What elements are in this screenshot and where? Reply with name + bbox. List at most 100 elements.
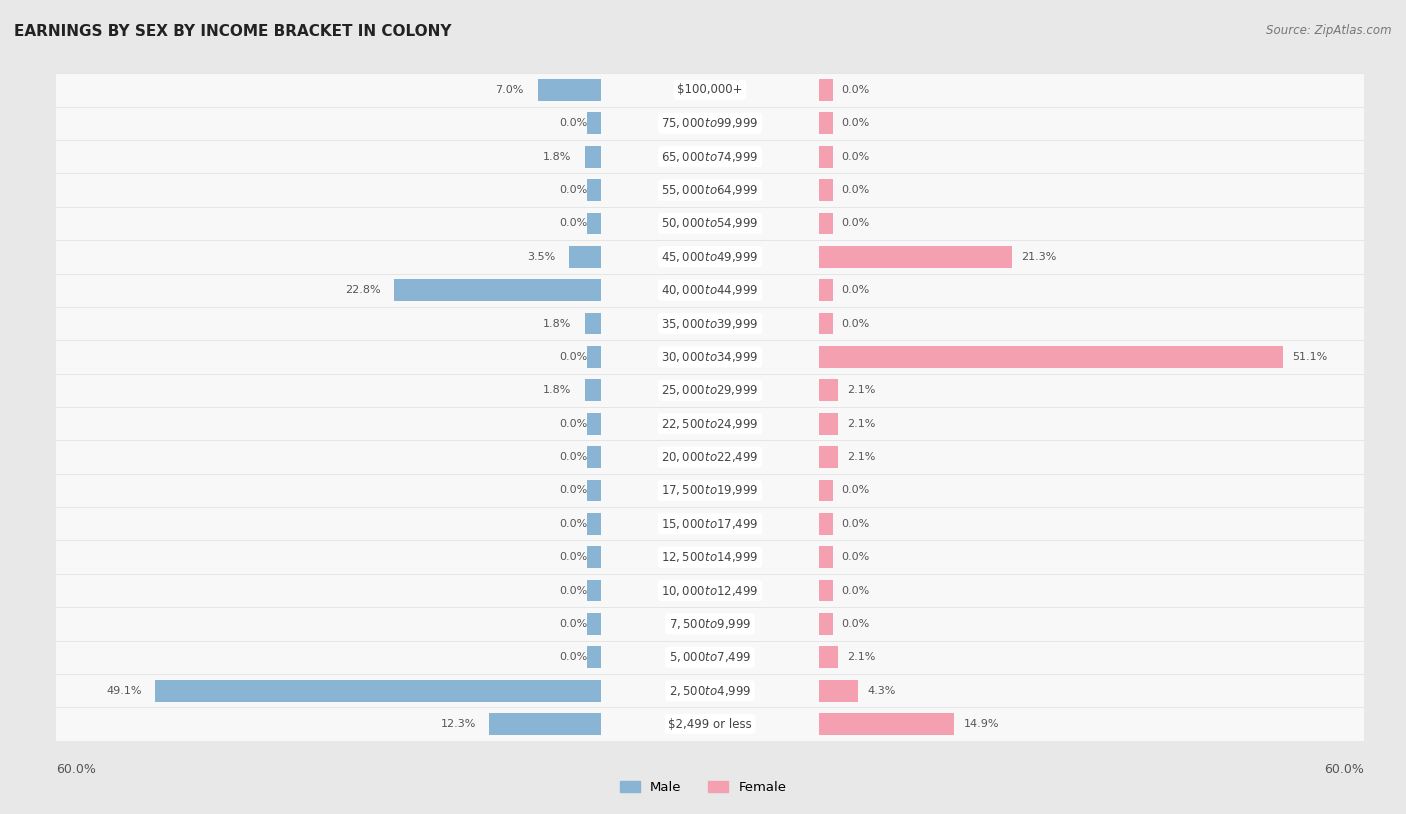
Text: 0.0%: 0.0% [560, 552, 588, 562]
Text: EARNINGS BY SEX BY INCOME BRACKET IN COLONY: EARNINGS BY SEX BY INCOME BRACKET IN COL… [14, 24, 451, 39]
Bar [0, 641, 1406, 674]
Bar [818, 146, 832, 168]
Bar [569, 246, 602, 268]
Bar [0, 274, 1406, 307]
Text: $30,000 to $34,999: $30,000 to $34,999 [661, 350, 759, 364]
Text: 1.8%: 1.8% [543, 385, 571, 396]
Bar [0, 107, 1406, 140]
Bar [0, 474, 1406, 507]
Text: 49.1%: 49.1% [105, 685, 142, 696]
Bar [0, 474, 1406, 507]
Bar [818, 513, 832, 535]
Bar [0, 140, 1406, 173]
Text: 21.3%: 21.3% [1022, 252, 1057, 262]
Bar [585, 146, 602, 168]
Text: $65,000 to $74,999: $65,000 to $74,999 [661, 150, 759, 164]
Text: 2.1%: 2.1% [848, 418, 876, 429]
Text: 3.5%: 3.5% [527, 252, 555, 262]
Text: $40,000 to $44,999: $40,000 to $44,999 [661, 283, 759, 297]
Bar [0, 140, 1406, 173]
Bar [0, 307, 1406, 340]
Bar [818, 379, 838, 401]
Bar [0, 274, 1406, 307]
Bar [588, 613, 602, 635]
Bar [0, 240, 1406, 274]
Bar [0, 407, 1406, 440]
Text: 2.1%: 2.1% [848, 652, 876, 663]
Text: $15,000 to $17,499: $15,000 to $17,499 [661, 517, 759, 531]
Bar [0, 440, 1406, 474]
Text: 0.0%: 0.0% [842, 585, 870, 596]
Text: 60.0%: 60.0% [1324, 763, 1364, 776]
Bar [0, 674, 1406, 707]
Bar [0, 274, 1406, 307]
Text: 0.0%: 0.0% [842, 619, 870, 629]
Bar [818, 713, 955, 735]
Text: 2.1%: 2.1% [848, 385, 876, 396]
Bar [0, 607, 1406, 641]
Bar [0, 374, 1406, 407]
Bar [818, 680, 858, 702]
Bar [818, 279, 832, 301]
Text: 7.0%: 7.0% [495, 85, 524, 95]
Bar [0, 407, 1406, 440]
Bar [155, 680, 602, 702]
Bar [588, 112, 602, 134]
Bar [588, 546, 602, 568]
Bar [588, 646, 602, 668]
Text: 0.0%: 0.0% [560, 218, 588, 229]
Bar [588, 179, 602, 201]
Text: $12,500 to $14,999: $12,500 to $14,999 [661, 550, 759, 564]
Text: $55,000 to $64,999: $55,000 to $64,999 [661, 183, 759, 197]
Bar [0, 340, 1406, 374]
Text: 0.0%: 0.0% [842, 185, 870, 195]
Text: 0.0%: 0.0% [560, 519, 588, 529]
Legend: Male, Female: Male, Female [614, 775, 792, 799]
Bar [0, 641, 1406, 674]
Bar [588, 479, 602, 501]
Bar [0, 540, 1406, 574]
Text: $2,500 to $4,999: $2,500 to $4,999 [669, 684, 751, 698]
Text: $20,000 to $22,499: $20,000 to $22,499 [661, 450, 759, 464]
Bar [0, 707, 1406, 741]
Bar [0, 574, 1406, 607]
Text: 4.3%: 4.3% [868, 685, 896, 696]
Bar [818, 346, 1284, 368]
Bar [0, 407, 1406, 440]
Bar [818, 79, 832, 101]
Text: $7,500 to $9,999: $7,500 to $9,999 [669, 617, 751, 631]
Text: 0.0%: 0.0% [842, 552, 870, 562]
Bar [394, 279, 602, 301]
Text: 0.0%: 0.0% [842, 118, 870, 129]
Bar [0, 173, 1406, 207]
Bar [588, 446, 602, 468]
Bar [585, 313, 602, 335]
Text: $25,000 to $29,999: $25,000 to $29,999 [661, 383, 759, 397]
Text: 0.0%: 0.0% [842, 318, 870, 329]
Text: 12.3%: 12.3% [440, 719, 475, 729]
Bar [0, 340, 1406, 374]
Text: 0.0%: 0.0% [842, 519, 870, 529]
Bar [0, 207, 1406, 240]
Bar [0, 307, 1406, 340]
Text: $100,000+: $100,000+ [678, 84, 742, 96]
Bar [0, 73, 1406, 107]
Text: 22.8%: 22.8% [344, 285, 381, 295]
Bar [818, 212, 832, 234]
Text: 0.0%: 0.0% [560, 485, 588, 496]
Text: 1.8%: 1.8% [543, 151, 571, 162]
Text: $50,000 to $54,999: $50,000 to $54,999 [661, 217, 759, 230]
Bar [0, 607, 1406, 641]
Bar [0, 674, 1406, 707]
Bar [818, 112, 832, 134]
Bar [0, 207, 1406, 240]
Text: 0.0%: 0.0% [560, 619, 588, 629]
Bar [0, 207, 1406, 240]
Bar [0, 540, 1406, 574]
Bar [537, 79, 602, 101]
Bar [818, 613, 832, 635]
Text: 51.1%: 51.1% [1292, 352, 1327, 362]
Bar [818, 413, 838, 435]
Text: 2.1%: 2.1% [848, 452, 876, 462]
Bar [0, 107, 1406, 140]
